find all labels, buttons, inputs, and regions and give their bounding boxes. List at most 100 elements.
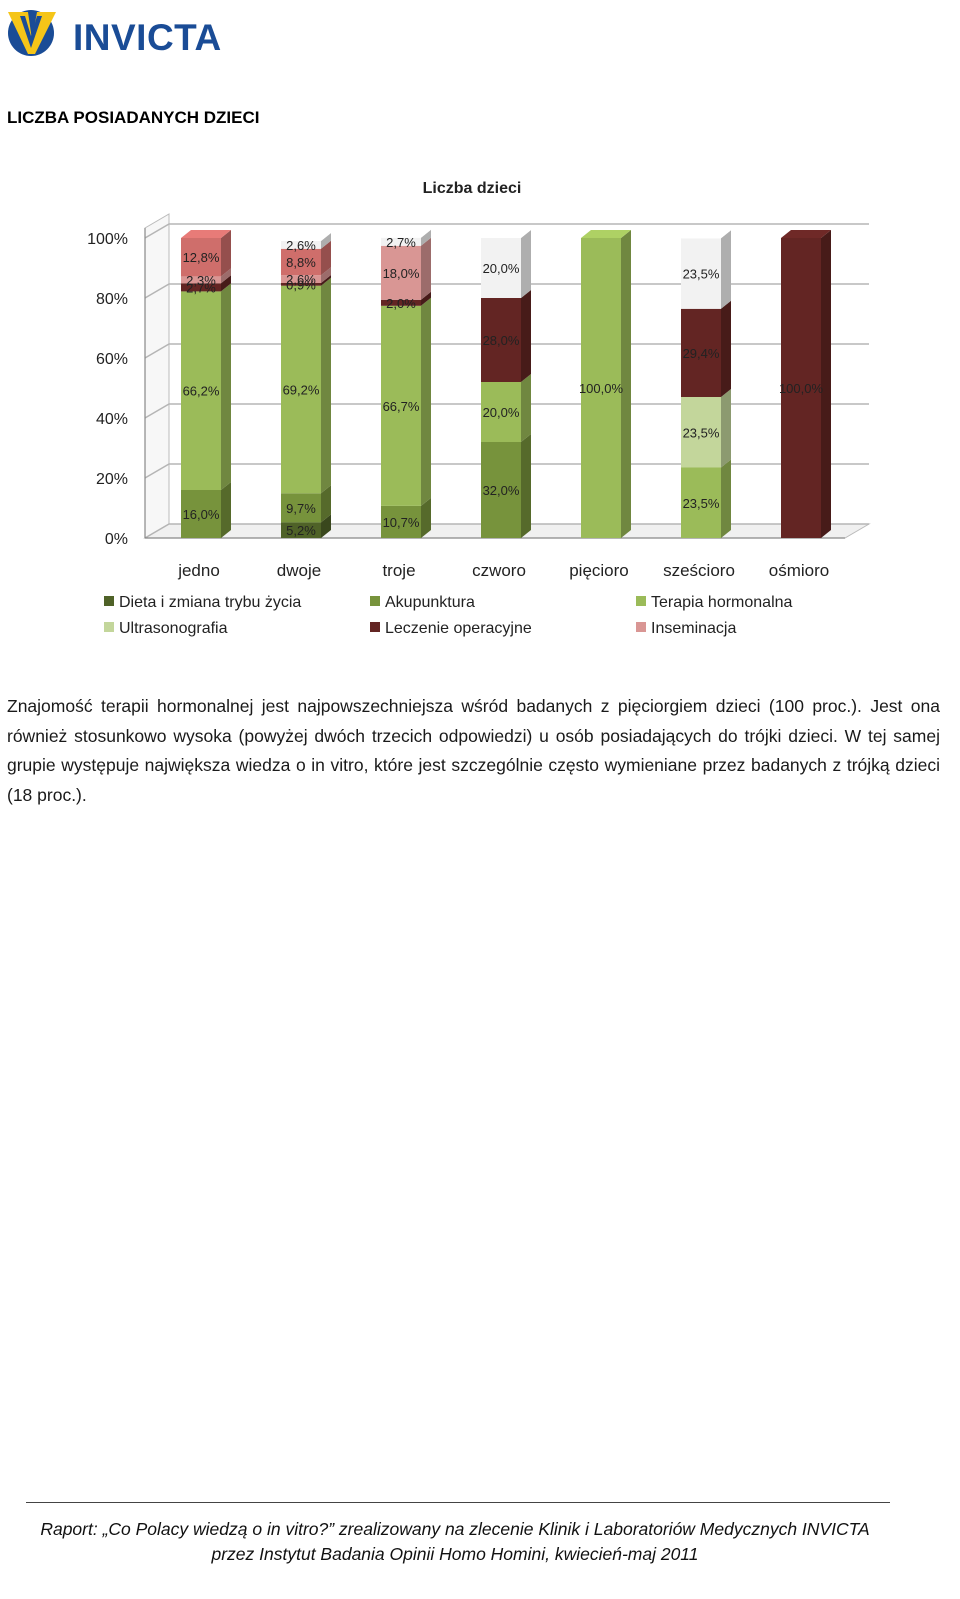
bar-segment [481, 442, 521, 538]
stacked-bar-chart: Liczba dzieci 0% 20% 40% 60% 80% 100% 16,0% 66,2… [87, 180, 871, 637]
data-label: 20,0% [483, 261, 520, 276]
legend-label: Terapia hormonalna [651, 594, 793, 611]
bar-segment-side [721, 459, 731, 538]
data-label: 100,0% [579, 381, 624, 396]
legend-label: Inseminacja [651, 620, 736, 637]
data-label: 20,0% [483, 405, 520, 420]
bar-segment-side [521, 374, 531, 442]
legend-label: Dieta i zmiana trybu życia [119, 594, 301, 611]
y-tick-label: 60% [96, 351, 128, 368]
bar-segment [281, 522, 321, 538]
bar-segment [381, 305, 421, 506]
bar-segment-side [821, 230, 831, 538]
bar-segment-top [281, 233, 331, 241]
bar-segment [281, 493, 321, 523]
y-tick-label: 20% [96, 471, 128, 488]
bar-segment-side [221, 275, 231, 292]
bar-segment [481, 298, 521, 382]
chart-gridline [144, 463, 869, 479]
bar-segment [281, 283, 321, 286]
chart-side-wall [144, 213, 170, 539]
data-label: 0,9% [286, 277, 316, 292]
data-label: 2,7% [386, 235, 416, 250]
bar-segment-side [521, 290, 531, 382]
x-category-label: czworo [472, 561, 526, 580]
bar-segment [681, 238, 721, 309]
chart-gridline [144, 223, 869, 239]
data-label: 2,6% [286, 238, 316, 253]
legend-label: Leczenie operacyjne [385, 620, 532, 637]
bar-segment-side [421, 291, 431, 306]
bar-segment-side [221, 482, 231, 538]
bar-segment [381, 245, 421, 300]
bar-segment [581, 238, 621, 538]
bar-segment [281, 285, 321, 494]
bar-segment [381, 299, 421, 306]
chart-gridline [144, 343, 869, 359]
data-label: 66,2% [183, 384, 220, 399]
legend-label: Akupunktura [385, 594, 475, 611]
footer-line-1: Raport: „Co Polacy wiedzą o in vitro?” z… [40, 1519, 870, 1539]
invicta-logo-mark-icon [8, 10, 56, 56]
bar-segment [281, 248, 321, 276]
bar-segment [181, 291, 221, 490]
bar-segment [481, 238, 521, 298]
bar-segment [181, 238, 221, 277]
y-tick-label: 100% [87, 231, 128, 248]
x-category-label: ośmioro [769, 561, 829, 580]
footer-divider [26, 1502, 890, 1503]
y-tick-label: 40% [96, 411, 128, 428]
bar-segment-side [321, 267, 331, 283]
body-paragraph: Znajomość terapii hormonalnej jest najpo… [7, 696, 940, 805]
data-label: 23,5% [683, 425, 720, 440]
legend-swatch [104, 622, 114, 632]
data-label: 23,5% [683, 267, 720, 282]
data-label: 8,8% [286, 255, 316, 270]
data-label: 2,0% [386, 296, 416, 311]
legend-swatch [104, 596, 114, 606]
bar-segment-top [781, 230, 831, 238]
bar-segment-top [681, 230, 731, 239]
data-label: 23,5% [683, 496, 720, 511]
bar-segment-side [321, 277, 331, 494]
bar-segment [181, 283, 221, 292]
data-label: 100,0% [779, 381, 824, 396]
bar-segment [381, 237, 421, 246]
bar-segment [681, 308, 721, 397]
bar-segment-side [521, 230, 531, 298]
legend-swatch [636, 596, 646, 606]
invicta-logo: INVICTA [6, 6, 226, 60]
data-label: 10,7% [383, 515, 420, 530]
bar-segment [181, 276, 221, 284]
y-tick-label: 0% [105, 531, 128, 548]
bar-segment-top [181, 230, 231, 238]
bar-segment-side [421, 237, 431, 300]
chart-gridline [144, 403, 869, 419]
bar-segment-side [521, 434, 531, 538]
data-label: 9,7% [286, 501, 316, 516]
bar-segment-side [421, 497, 431, 538]
bar-segment-side [421, 229, 431, 246]
data-label: 66,7% [383, 399, 420, 414]
bar-segment-side [221, 283, 231, 490]
bar-segment-side [721, 389, 731, 468]
bar-segment [681, 397, 721, 468]
bar-segment-side [321, 485, 331, 523]
data-label: 18,0% [383, 266, 420, 281]
bar-segment-side [721, 230, 731, 309]
chart-title: Liczba dzieci [423, 180, 522, 197]
bar-segment-side [321, 233, 331, 249]
x-category-label: troje [382, 561, 415, 580]
data-label: 69,2% [283, 383, 320, 398]
bar-segment-top [381, 229, 431, 238]
y-tick-label: 80% [96, 291, 128, 308]
data-label: 32,0% [483, 483, 520, 498]
bar-segment-side [321, 275, 331, 286]
legend-label: Ultrasonografia [119, 620, 228, 637]
data-label: 29,4% [683, 346, 720, 361]
bar-segment-side [221, 230, 231, 277]
x-category-label: jedno [177, 561, 220, 580]
bar-segment [181, 490, 221, 538]
footer-line-2: przez Instytut Badania Opinii Homo Homin… [211, 1544, 699, 1564]
invicta-logo-text: INVICTA [73, 17, 222, 58]
